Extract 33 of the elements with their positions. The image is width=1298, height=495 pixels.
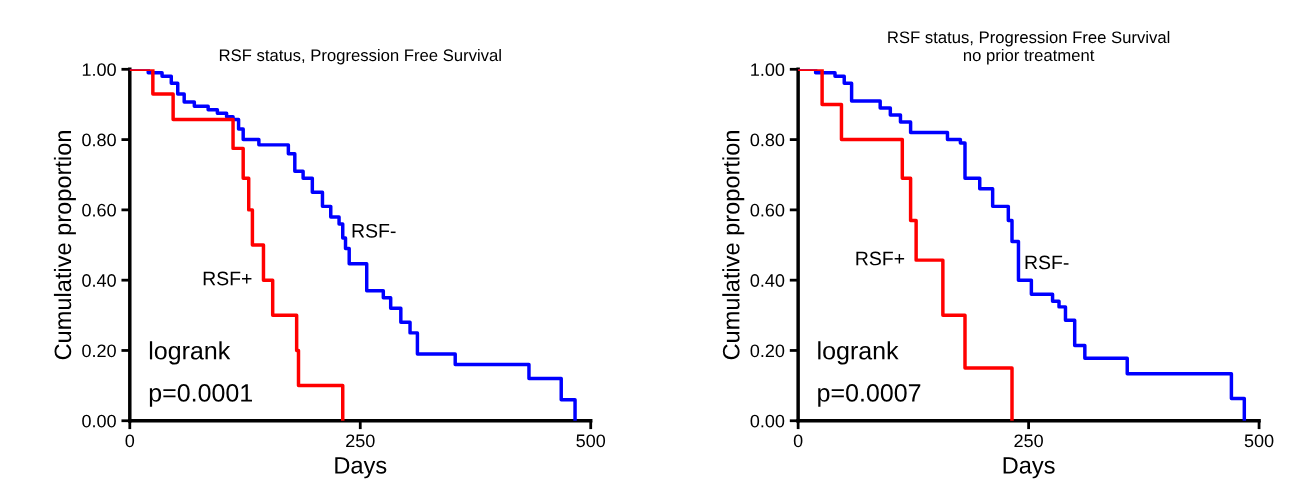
annotation: logrank (818, 341, 899, 365)
y-tick-label: 0.80 (750, 133, 785, 147)
series-label: RSF- (352, 223, 396, 238)
chart-title: RSF status, Progression Free Survival (219, 48, 501, 65)
y-tick-label: 0.00 (750, 414, 785, 428)
y-tick-label: 0.20 (82, 344, 116, 358)
annotation: p=0.0007 (818, 384, 921, 407)
x-tick-label: 250 (346, 434, 375, 448)
x-tick-label: 0 (125, 434, 135, 448)
series-label: RSF+ (856, 251, 905, 266)
y-tick-label: 0.40 (750, 274, 785, 287)
x-tick-label: 500 (1244, 434, 1274, 448)
x-axis-title: Days (335, 457, 387, 479)
y-tick-label: 0.60 (82, 203, 116, 217)
y-tick-label: 0.60 (750, 203, 785, 217)
chart-subtitle: no prior treatment (963, 48, 1095, 65)
x-tick-label: 0 (793, 434, 803, 448)
annotation: logrank (149, 341, 231, 365)
x-axis-title: Days (1003, 457, 1055, 479)
x-tick-label: 250 (1014, 434, 1043, 448)
y-tick-label: 1.00 (751, 63, 785, 77)
annotation: p=0.0001 (149, 384, 252, 407)
y-tick-label: 1.00 (82, 63, 116, 77)
series-label: RSF+ (203, 271, 252, 286)
y-tick-label: 0.20 (750, 344, 785, 358)
chart-title: RSF status, Progression Free Survival (888, 30, 1170, 47)
series-label: RSF- (1025, 255, 1069, 270)
y-tick-label: 0.00 (82, 414, 116, 428)
y-tick-label: 0.40 (82, 274, 116, 287)
x-tick-label: 500 (576, 434, 606, 448)
y-axis-title: Cumulative proportion (53, 131, 76, 360)
y-tick-label: 0.80 (82, 133, 116, 147)
y-axis-title: Cumulative proportion (722, 131, 745, 360)
